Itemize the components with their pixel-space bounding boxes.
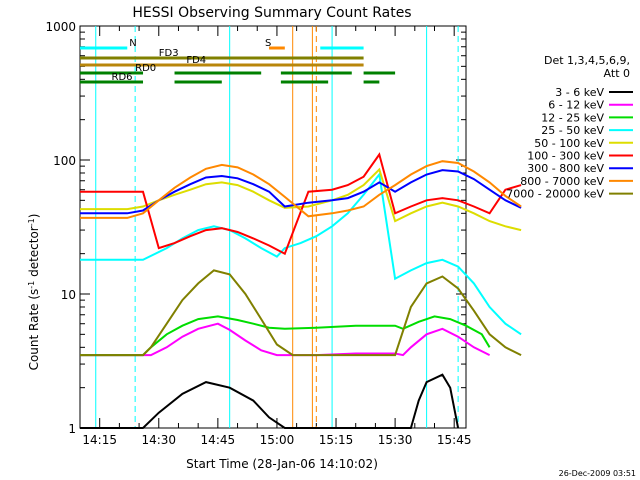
legend-entry-label: 50 - 100 keV (534, 137, 604, 150)
legend-entry-label: 25 - 50 keV (541, 124, 604, 137)
series-line (80, 269, 522, 357)
x-tick-label: 15:00 (260, 433, 295, 447)
legend-entry-label: 100 - 300 keV (527, 150, 604, 163)
series-line (80, 160, 522, 219)
legend-entry-label: 800 - 7000 keV (520, 175, 604, 188)
y-tick-label: 100 (53, 154, 76, 168)
series-line (80, 169, 522, 215)
plot-frame (79, 25, 467, 429)
legend-entry-label: 6 - 12 keV (548, 99, 604, 112)
y-tick-label: 1 (68, 422, 76, 436)
series-line (80, 152, 522, 256)
legend-entry-label: 12 - 25 keV (541, 111, 604, 124)
legend-header: Att 0 (604, 67, 630, 80)
x-tick-label: 15:15 (319, 433, 354, 447)
series-line (80, 322, 491, 357)
legend-entry-label: 3 - 6 keV (555, 86, 604, 99)
x-tick-label: 15:30 (378, 433, 413, 447)
x-tick-label: 14:15 (82, 433, 117, 447)
series-line (80, 315, 491, 357)
legend-header: Det 1,3,4,5,6,9, (544, 54, 630, 67)
flag-bar-label: RD0 (135, 63, 156, 74)
flag-bar-label: FD3 (159, 48, 179, 59)
x-tick-label: 14:45 (201, 433, 236, 447)
flag-bar-label: RD6 (112, 72, 133, 83)
series-line (80, 167, 522, 232)
x-axis-label: Start Time (28-Jan-06 14:10:02) (186, 457, 378, 471)
flag-bar-label: FD4 (186, 55, 206, 66)
y-tick-label: 1000 (45, 20, 76, 34)
x-tick-label: 15:45 (437, 433, 472, 447)
plot-area: 1 10 100 1000 14:15 14:30 14:45 15:00 15:15 15:30… (45, 20, 522, 447)
legend-entry-label: 7000 - 20000 keV (506, 188, 604, 201)
legend-entry-label: 300 - 800 keV (527, 162, 604, 175)
x-tick-label: 14:30 (141, 433, 176, 447)
y-tick-label: 10 (61, 288, 76, 302)
chart-title: HESSI Observing Summary Count Rates (132, 5, 411, 21)
flag-bar-label: N (129, 38, 136, 49)
series-line (80, 373, 460, 429)
y-axis-label: Count Rate (s-1 detector-1) (27, 214, 42, 371)
footer-date: 26-Dec-2009 03:51 (559, 469, 636, 478)
flag-bar-label: S (265, 38, 271, 49)
series-line (80, 172, 522, 336)
